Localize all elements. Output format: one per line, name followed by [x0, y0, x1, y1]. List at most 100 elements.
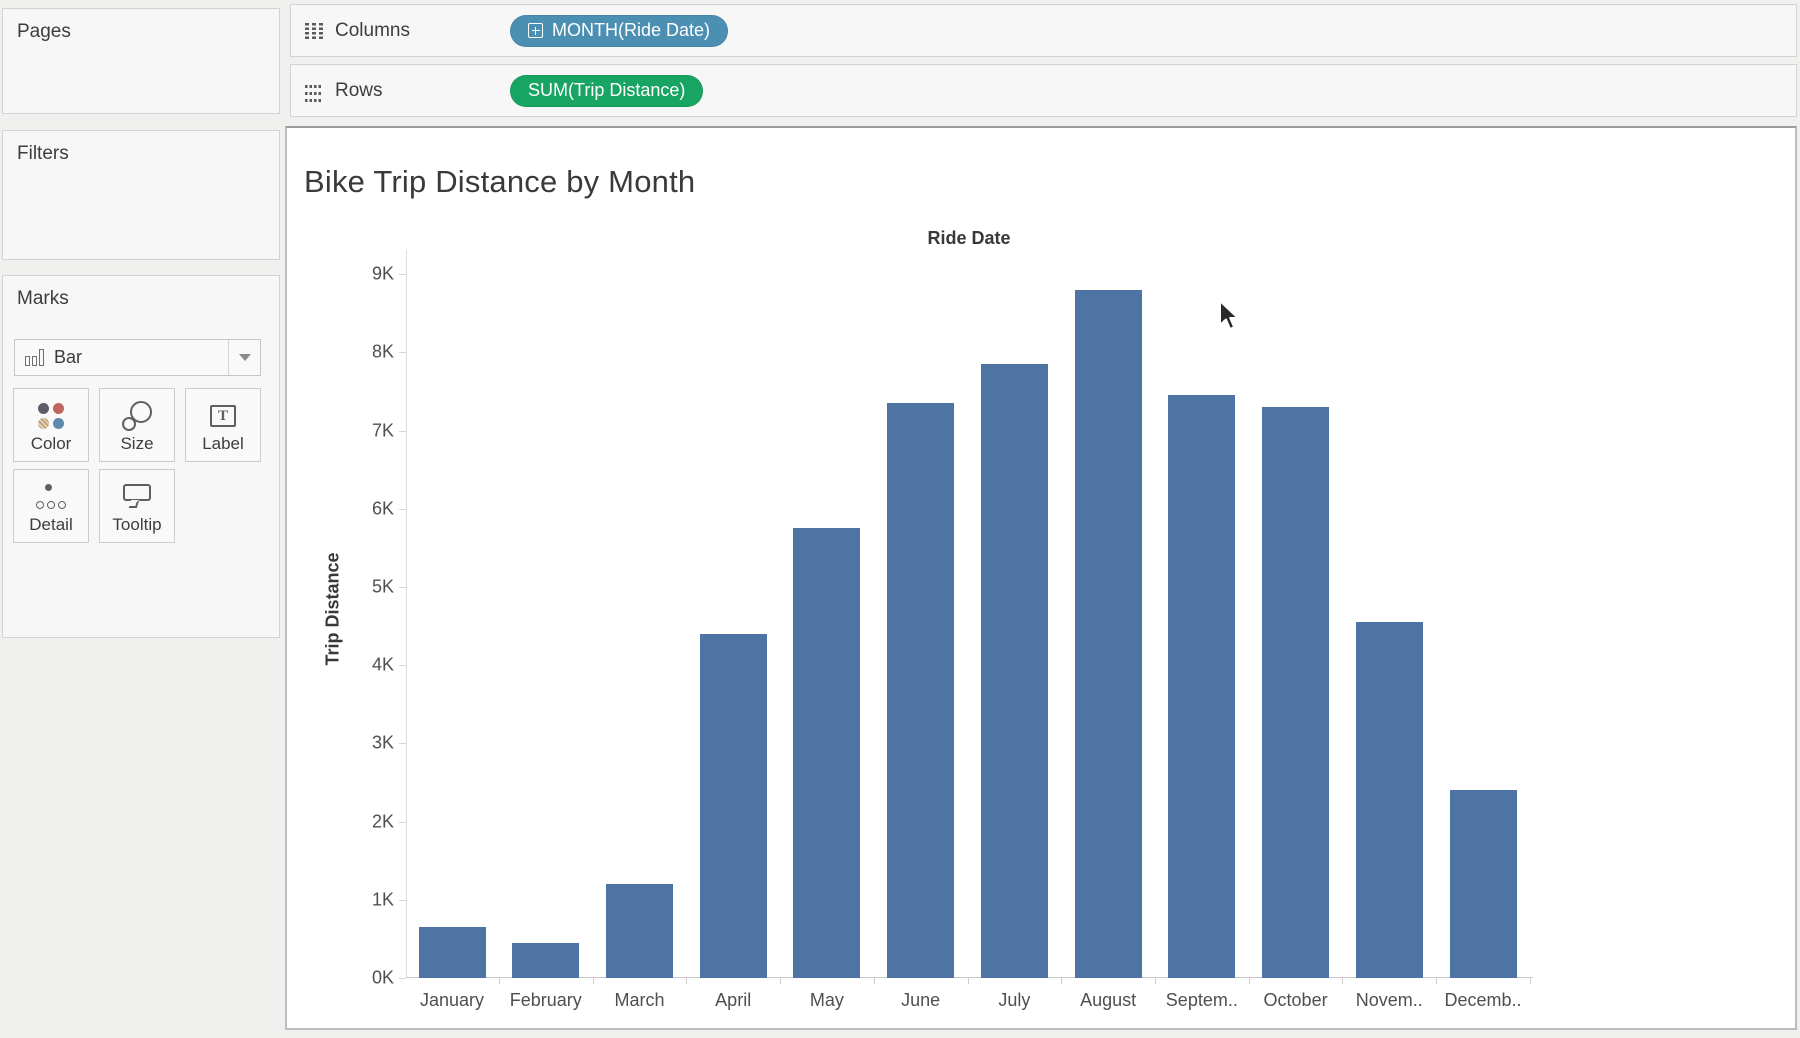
- x-tick-mark: [1061, 978, 1063, 984]
- pill-month-ride-date[interactable]: MONTH(Ride Date): [510, 14, 729, 47]
- y-tick-mark: [399, 352, 406, 354]
- detail-icon: [14, 482, 88, 512]
- y-tick-label: 7K: [371, 420, 394, 441]
- bar-june[interactable]: [887, 403, 955, 978]
- mark-type-caret-button[interactable]: [228, 340, 260, 375]
- y-tick-mark: [399, 274, 406, 276]
- y-tick-label: 0K: [371, 967, 394, 988]
- y-axis-title: Trip Distance: [322, 552, 343, 666]
- size-button-label: Size: [120, 434, 154, 453]
- tooltip-icon: [100, 482, 174, 512]
- pages-shelf[interactable]: Pages: [2, 8, 280, 114]
- y-tick-label: 8K: [371, 341, 394, 362]
- color-button-label: Color: [30, 434, 72, 453]
- column-field-label: Ride Date: [927, 228, 1011, 248]
- bar-july[interactable]: [980, 364, 1048, 978]
- pill-label: MONTH(Ride Date): [552, 20, 711, 40]
- x-tick-mark: [967, 978, 969, 984]
- y-tick-mark: [399, 821, 406, 823]
- worksheet-title[interactable]: Bike Trip Distance by Month: [304, 164, 696, 199]
- detail-button[interactable]: Detail: [13, 469, 89, 543]
- detail-button-label: Detail: [29, 515, 73, 534]
- marks-card-title: Marks: [17, 288, 69, 309]
- y-tick-mark: [399, 508, 406, 510]
- x-axis-label: October: [1263, 990, 1328, 1010]
- x-tick-mark: [1154, 978, 1156, 984]
- x-tick-mark: [1436, 978, 1438, 984]
- x-axis-label: February: [509, 990, 582, 1010]
- columns-shelf-label: Columns: [335, 19, 410, 41]
- bar-november[interactable]: [1355, 622, 1423, 978]
- marks-card: Marks Bar Color Size T: [2, 275, 280, 638]
- bar-august[interactable]: [1074, 289, 1142, 978]
- columns-shelf[interactable]: Columns MONTH(Ride Date): [290, 4, 1797, 57]
- columns-icon: [305, 22, 323, 39]
- bar-october[interactable]: [1262, 407, 1330, 978]
- x-axis-line: [406, 977, 1533, 978]
- x-tick-mark: [686, 978, 688, 984]
- expand-plus-icon[interactable]: [528, 23, 543, 38]
- x-axis-label: July: [998, 990, 1031, 1010]
- x-axis-label: June: [901, 990, 941, 1010]
- bar-january[interactable]: [418, 927, 486, 978]
- pages-shelf-title: Pages: [17, 21, 71, 42]
- x-tick-mark: [1342, 978, 1344, 984]
- x-tick-mark: [1248, 978, 1250, 984]
- y-tick-label: 6K: [371, 498, 394, 519]
- mark-type-dropdown[interactable]: Bar: [14, 339, 261, 376]
- tooltip-button-label: Tooltip: [112, 515, 162, 534]
- x-tick-mark: [592, 978, 594, 984]
- bar-february[interactable]: [512, 942, 580, 978]
- x-tick-mark: [873, 978, 875, 984]
- rows-icon: [305, 83, 323, 102]
- mark-type-label: Bar: [54, 347, 83, 367]
- x-tick-mark: [498, 978, 500, 984]
- y-tick-mark: [399, 587, 406, 589]
- bar-april[interactable]: [699, 633, 767, 978]
- size-icon: [100, 401, 174, 431]
- y-tick-mark: [399, 665, 406, 667]
- x-axis-label: Decemb..: [1444, 990, 1522, 1010]
- x-axis-label: March: [614, 990, 665, 1010]
- color-icon: [14, 401, 88, 431]
- y-tick-label: 5K: [371, 576, 394, 597]
- bar-september[interactable]: [1168, 395, 1236, 978]
- y-tick-label: 3K: [371, 732, 394, 753]
- label-button[interactable]: T Label: [185, 388, 261, 462]
- plot-area: 0K 1K 2K 3K 4K 5K 6K 7K 8K 9K January February March…: [372, 250, 1533, 1010]
- x-axis-label: January: [419, 990, 485, 1010]
- x-tick-mark: [1529, 978, 1531, 984]
- tooltip-button[interactable]: Tooltip: [99, 469, 175, 543]
- worksheet-view: Bike Trip Distance by Month Ride Date Tr…: [285, 126, 1797, 1030]
- bar-may[interactable]: [793, 528, 861, 978]
- filters-shelf[interactable]: Filters: [2, 130, 280, 260]
- size-button[interactable]: Size: [99, 388, 175, 462]
- bar-mark-icon: [25, 349, 44, 366]
- y-tick-label: 1K: [371, 889, 394, 910]
- y-tick-mark: [399, 430, 406, 432]
- rows-shelf-label: Rows: [335, 79, 383, 101]
- chevron-down-icon: [238, 354, 251, 361]
- y-tick-mark: [399, 743, 406, 745]
- pill-sum-trip-distance[interactable]: SUM(Trip Distance): [510, 74, 704, 107]
- filters-shelf-title: Filters: [17, 143, 69, 164]
- pill-label: SUM(Trip Distance): [528, 80, 686, 100]
- x-axis-label: May: [809, 990, 844, 1010]
- bar-december[interactable]: [1449, 790, 1517, 978]
- y-axis-line: [406, 250, 407, 978]
- color-button[interactable]: Color: [13, 388, 89, 462]
- label-icon: T: [186, 401, 260, 431]
- bar-march[interactable]: [605, 884, 673, 978]
- y-tick-label: 2K: [371, 811, 394, 832]
- label-button-label: Label: [202, 434, 244, 453]
- y-tick-label: 4K: [371, 654, 394, 675]
- rows-shelf[interactable]: Rows SUM(Trip Distance): [290, 64, 1797, 117]
- y-tick-mark: [399, 899, 406, 901]
- x-tick-mark: [780, 978, 782, 984]
- x-axis-label: Novem..: [1355, 990, 1423, 1010]
- x-axis-label: Septem..: [1165, 990, 1238, 1010]
- x-axis-label: April: [715, 990, 752, 1010]
- y-tick-mark: [399, 978, 406, 979]
- y-tick-label: 9K: [371, 263, 394, 284]
